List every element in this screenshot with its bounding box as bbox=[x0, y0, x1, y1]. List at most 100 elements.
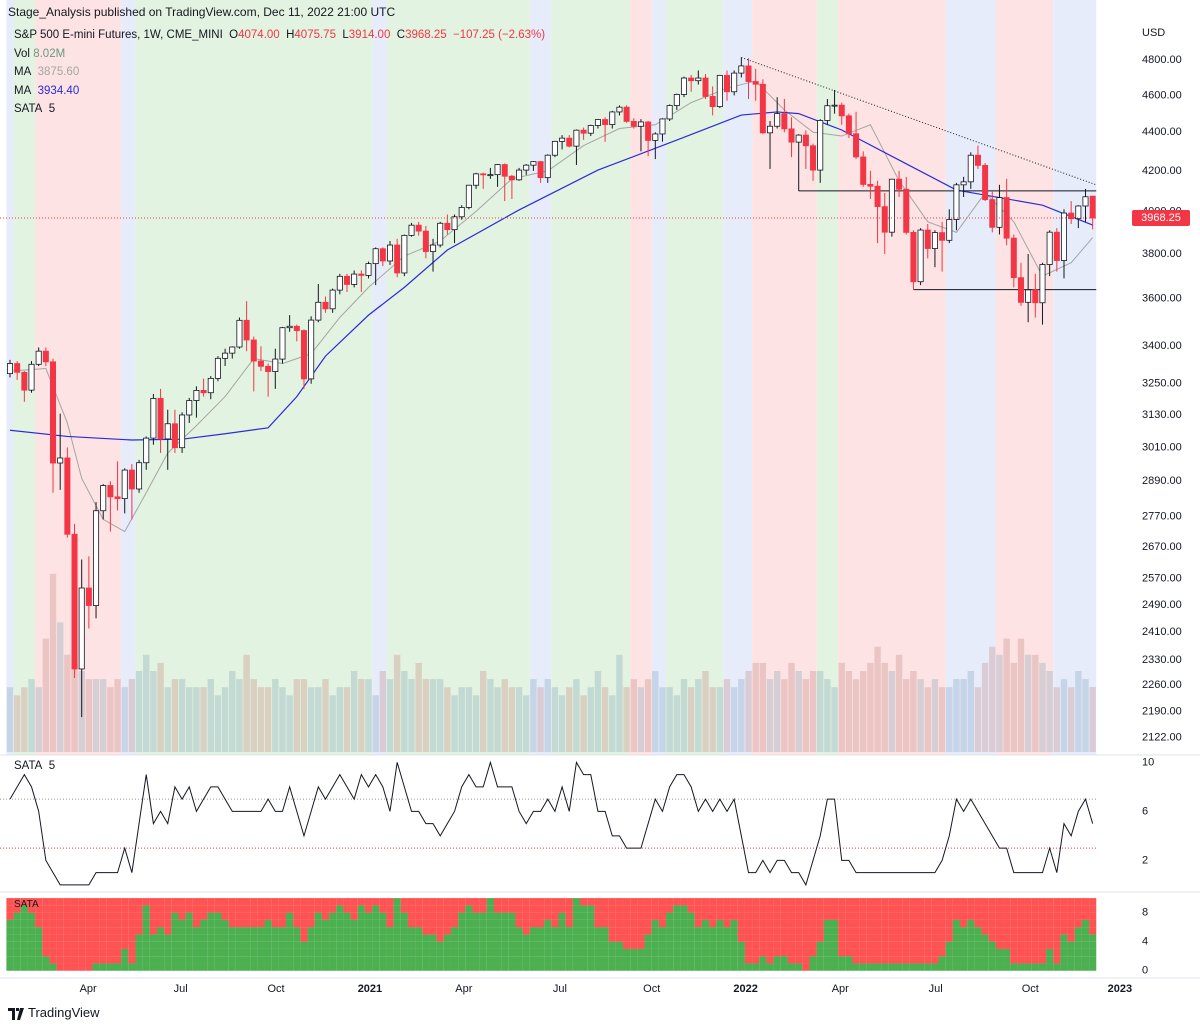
heatmap-cell bbox=[658, 927, 667, 935]
heatmap-cell bbox=[974, 948, 982, 957]
heatmap-cell bbox=[92, 956, 100, 964]
heatmap-cell bbox=[680, 948, 688, 957]
heatmap-cell bbox=[551, 905, 559, 913]
heatmap-cell bbox=[465, 934, 473, 942]
heatmap-cell bbox=[802, 927, 810, 935]
volume-bar bbox=[867, 662, 874, 752]
y-tick-label: 0 bbox=[1142, 965, 1148, 977]
heatmap-cell bbox=[99, 927, 107, 935]
heatmap-cell bbox=[924, 934, 932, 942]
heatmap-cell bbox=[730, 905, 738, 913]
heatmap-cell bbox=[192, 898, 201, 906]
heatmap-cell bbox=[128, 934, 136, 942]
candle-body bbox=[171, 423, 178, 449]
heatmap-cell bbox=[121, 919, 129, 928]
heatmap-cell bbox=[164, 927, 172, 935]
candle-body bbox=[645, 121, 652, 141]
heatmap-cell bbox=[845, 963, 853, 971]
heatmap-cell bbox=[364, 941, 373, 949]
heatmap-cell bbox=[802, 956, 810, 964]
heatmap-cell bbox=[565, 963, 573, 971]
heatmap-cell bbox=[1003, 941, 1011, 949]
heatmap-cell bbox=[128, 963, 136, 971]
heatmap-cell bbox=[909, 941, 918, 949]
candle-body bbox=[229, 346, 236, 354]
heatmap-cell bbox=[701, 898, 710, 906]
stage-band bbox=[995, 0, 1054, 755]
volume-bar bbox=[508, 687, 516, 752]
heatmap-cell bbox=[809, 956, 817, 964]
heatmap-cell bbox=[658, 919, 667, 928]
legend-sata: SATA 5 bbox=[14, 100, 545, 119]
heatmap-cell bbox=[257, 934, 265, 942]
volume-bar bbox=[974, 687, 982, 752]
heatmap-cell bbox=[773, 919, 781, 928]
heatmap-cell bbox=[888, 912, 896, 920]
heatmap-cell bbox=[243, 941, 251, 949]
candle-body bbox=[1003, 197, 1010, 239]
heatmap-cell bbox=[1010, 898, 1018, 906]
heatmap-cell bbox=[350, 919, 358, 928]
heatmap-cell bbox=[106, 941, 114, 949]
heatmap-cell bbox=[85, 956, 93, 964]
heatmap-cell bbox=[565, 919, 573, 928]
heatmap-cell bbox=[888, 927, 896, 935]
legend-key: Vol bbox=[14, 47, 30, 60]
heatmap-cell bbox=[773, 898, 781, 906]
heatmap-cell bbox=[235, 912, 244, 920]
heatmap-cell bbox=[881, 912, 889, 920]
heatmap-cell bbox=[479, 919, 487, 928]
candle-body bbox=[28, 363, 35, 391]
heatmap-cell bbox=[995, 927, 1004, 935]
heatmap-cell bbox=[142, 905, 150, 913]
heatmap-cell bbox=[909, 948, 918, 957]
heatmap-cell bbox=[400, 905, 408, 913]
heatmap-cell bbox=[752, 905, 760, 913]
volume-bar bbox=[1067, 687, 1075, 752]
candle-body bbox=[795, 134, 802, 143]
candle-body bbox=[939, 232, 946, 241]
heatmap-cell bbox=[214, 898, 222, 906]
heatmap-cell bbox=[529, 934, 538, 942]
heatmap-cell bbox=[572, 919, 581, 928]
heatmap-cell bbox=[601, 948, 609, 957]
heatmap-cell bbox=[264, 905, 272, 913]
heatmap-cell bbox=[192, 912, 201, 920]
candle-body bbox=[236, 319, 243, 348]
legend-value: 5 bbox=[48, 760, 56, 772]
heatmap-cell bbox=[250, 905, 258, 913]
heatmap-cell bbox=[536, 912, 545, 920]
heatmap-cell bbox=[644, 927, 652, 935]
heatmap-cell bbox=[300, 934, 308, 942]
heatmap-cell bbox=[228, 963, 236, 971]
heatmap-cell bbox=[630, 912, 638, 920]
heatmap-cell bbox=[493, 905, 502, 913]
heatmap-cell bbox=[615, 905, 624, 913]
heatmap-cell bbox=[6, 934, 14, 942]
stage-band bbox=[723, 0, 753, 755]
heatmap-cell bbox=[436, 934, 444, 942]
heatmap-cell bbox=[106, 919, 114, 928]
heatmap-cell bbox=[20, 956, 28, 964]
candle-body bbox=[702, 77, 709, 97]
heatmap-cell bbox=[185, 912, 193, 920]
candle-body bbox=[308, 319, 315, 380]
candle-body bbox=[494, 164, 501, 176]
heatmap-cell bbox=[1038, 927, 1047, 935]
heatmap-cell bbox=[343, 927, 351, 935]
heatmap-cell bbox=[501, 919, 509, 928]
y-tick-label: 6 bbox=[1142, 805, 1148, 817]
heatmap-cell bbox=[916, 905, 925, 913]
heatmap-cell bbox=[443, 934, 451, 942]
heatmap-cell bbox=[938, 956, 946, 964]
heatmap-cell bbox=[630, 956, 638, 964]
heatmap-cell bbox=[873, 956, 882, 964]
heatmap-cell bbox=[178, 941, 186, 949]
heatmap-cell bbox=[608, 919, 616, 928]
candle-body bbox=[473, 173, 480, 186]
heatmap-cell bbox=[931, 941, 939, 949]
heatmap-cell bbox=[974, 963, 982, 971]
heatmap-cell bbox=[106, 898, 114, 906]
heatmap-cell bbox=[142, 934, 150, 942]
heatmap-cell bbox=[536, 963, 545, 971]
